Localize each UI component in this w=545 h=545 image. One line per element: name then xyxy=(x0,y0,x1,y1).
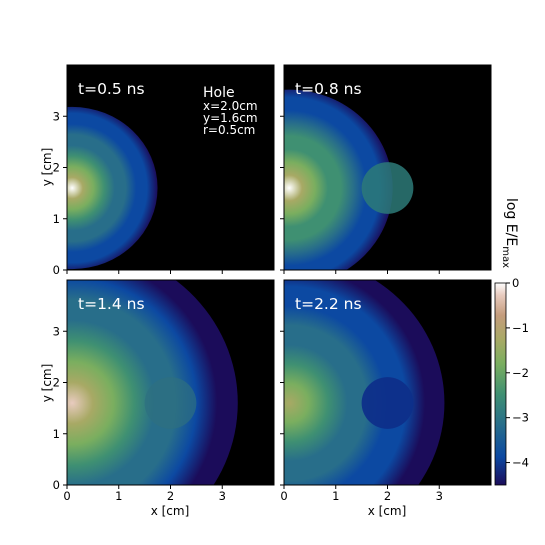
hole-region xyxy=(361,377,414,429)
x-tick-label: 0 xyxy=(280,489,287,503)
x-tick-label: 0 xyxy=(63,489,70,503)
panel-title: t=2.2 ns xyxy=(295,295,362,313)
x-tick-label: 1 xyxy=(332,489,339,503)
field-layer xyxy=(284,89,414,270)
panel-1: t=0.8 ns xyxy=(283,64,492,271)
y-axis-label-top: y [cm] xyxy=(40,148,54,187)
y-tick-label: 0 xyxy=(53,478,60,492)
hole-region xyxy=(361,162,414,214)
panel-2: t=1.4 ns xyxy=(66,279,275,486)
colorbar: 0 −1 −2 −3 −4 log E/Emax xyxy=(494,198,529,486)
y-tick-label: 0 xyxy=(53,263,60,277)
y-tick-label: 3 xyxy=(53,324,60,338)
y-tick-label: 2 xyxy=(53,376,60,390)
wave-field xyxy=(67,106,158,270)
x-axis-label-right: x [cm] xyxy=(368,504,407,518)
hole-param: x=2.0cm xyxy=(203,99,258,113)
panel-title: t=1.4 ns xyxy=(78,295,145,313)
colorbar-tick-label: −3 xyxy=(512,411,529,425)
y-tick-label: 1 xyxy=(53,212,60,226)
colorbar-label: log E/Emax xyxy=(500,198,519,268)
panel-3: t=2.2 ns xyxy=(283,279,492,486)
field-layer xyxy=(67,106,158,270)
x-tick-label: 2 xyxy=(384,489,391,503)
panel-title: t=0.5 ns xyxy=(78,80,145,98)
hole-param: r=0.5cm xyxy=(203,123,255,137)
colorbar-ticks: 0 −1 −2 −3 −4 xyxy=(506,276,529,470)
colorbar-tick-label: −2 xyxy=(512,366,529,380)
y-axis-label-bottom: y [cm] xyxy=(40,364,54,403)
hole-title: Hole xyxy=(203,85,235,101)
hole-param: y=1.6cm xyxy=(203,111,258,125)
x-tick-label: 3 xyxy=(436,489,443,503)
y-tick-label: 2 xyxy=(53,161,60,175)
colorbar-gradient xyxy=(494,282,507,486)
wave-field xyxy=(284,89,393,270)
y-tick-label: 1 xyxy=(53,427,60,441)
hole-annotation: Hole x=2.0cm y=1.6cm r=0.5cm xyxy=(203,85,258,137)
wave-field xyxy=(284,280,445,485)
panel-title: t=0.8 ns xyxy=(295,80,362,98)
field-layer xyxy=(67,280,238,485)
hole-region xyxy=(144,377,197,429)
y-tick-label: 3 xyxy=(53,109,60,123)
colorbar-tick-label: −4 xyxy=(512,456,529,470)
x-tick-label: 3 xyxy=(219,489,226,503)
axes-layer: 0 1 2 3 0 1 2 3 0 1 2 3 0 1 2 3 xyxy=(53,109,443,503)
colorbar-tick-label: 0 xyxy=(512,276,519,290)
x-tick-label: 1 xyxy=(115,489,122,503)
panel-0: t=0.5 ns Hole x=2.0cm y=1.6cm r=0.5cm xyxy=(66,64,275,271)
colorbar-label-main: log E/E xyxy=(503,198,519,246)
x-axis-label-left: x [cm] xyxy=(151,504,190,518)
colorbar-tick-label: −1 xyxy=(512,321,529,335)
x-tick-label: 2 xyxy=(167,489,174,503)
field-layer xyxy=(284,280,445,485)
wave-field xyxy=(67,280,238,485)
colorbar-label-sub: max xyxy=(500,246,511,268)
